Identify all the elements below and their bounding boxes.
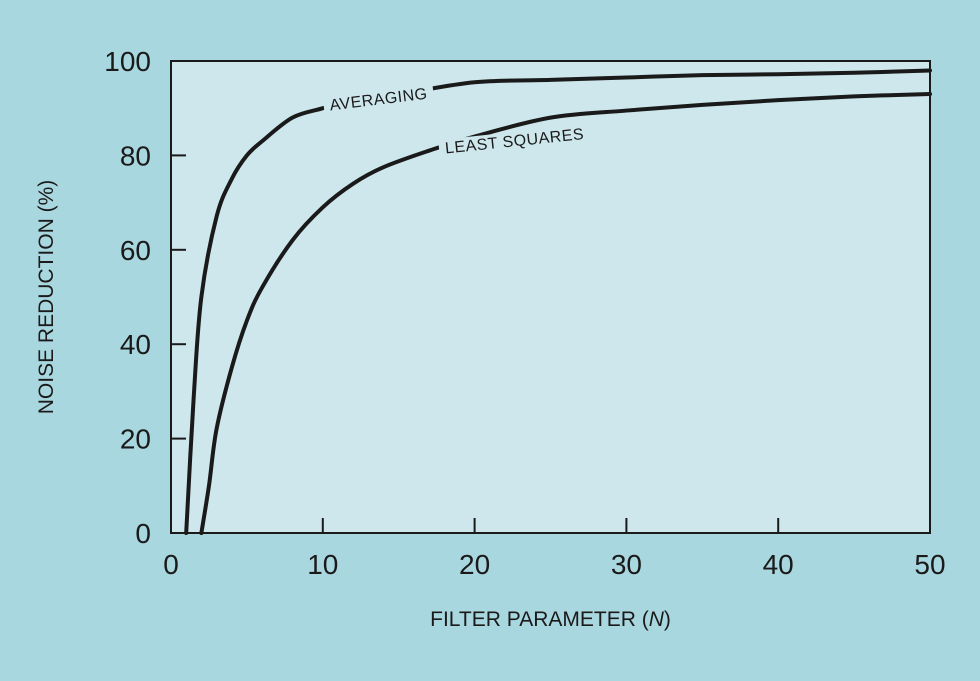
y-tick-label: 0	[135, 518, 151, 549]
x-axis-title-var: N	[649, 608, 665, 631]
series-label-halo	[322, 83, 435, 117]
y-tick-label: 80	[120, 140, 151, 171]
y-tick-label: 40	[120, 329, 151, 360]
y-tick-label: 100	[104, 46, 151, 77]
x-tick-label: 50	[914, 549, 945, 580]
y-axis-ticks: 0 20 40 60 80 100	[104, 46, 186, 549]
x-tick-label: 10	[307, 549, 338, 580]
y-tick-label: 20	[120, 424, 151, 455]
series-label-halo	[438, 124, 592, 160]
x-tick-label: 40	[763, 549, 794, 580]
y-tick-label: 60	[120, 235, 151, 266]
x-tick-label: 0	[163, 549, 179, 580]
x-axis-title: FILTER PARAMETER (N)	[430, 608, 671, 631]
x-tick-label: 30	[611, 549, 642, 580]
y-axis-title: NOISE REDUCTION (%)	[35, 180, 58, 415]
x-axis-ticks: 0 10 20 30 40 50	[163, 518, 946, 580]
plot-frame	[170, 60, 931, 534]
x-axis-title-main: FILTER PARAMETER (	[430, 608, 649, 631]
x-tick-label: 20	[459, 549, 490, 580]
series-line-least-squares	[199, 92, 932, 535]
x-axis-title-close: )	[664, 608, 671, 631]
